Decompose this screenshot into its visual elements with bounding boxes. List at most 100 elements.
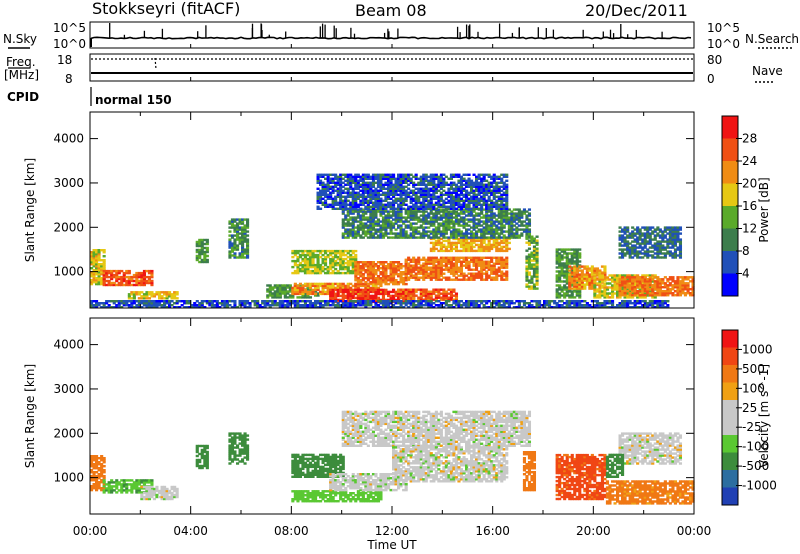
data-cell: [306, 294, 310, 297]
data-cell: [616, 294, 620, 297]
data-cell: [480, 195, 484, 198]
data-cell: [432, 179, 436, 182]
data-cell: [588, 269, 592, 272]
data-cell: [429, 212, 433, 215]
data-cell: [230, 242, 235, 245]
data-cell: [397, 177, 401, 180]
data-cell: [437, 226, 441, 229]
data-cell: [306, 290, 310, 294]
data-cell: [90, 275, 94, 278]
data-cell: [467, 203, 471, 206]
data-cell: [470, 278, 474, 281]
data-cell: [371, 279, 376, 282]
data-cell: [439, 266, 443, 269]
data-cell: [356, 208, 360, 211]
data-cell: [298, 282, 303, 286]
data-cell: [492, 264, 496, 267]
data-cell: [366, 193, 370, 196]
data-cell: [163, 293, 167, 296]
data-cell: [397, 220, 401, 223]
data-cell: [402, 189, 406, 192]
data-cell: [364, 210, 368, 213]
data-cell: [419, 296, 423, 299]
data-cell: [492, 220, 496, 223]
data-cell: [389, 191, 393, 194]
data-cell: [329, 298, 333, 302]
data-cell: [298, 255, 303, 259]
data-cell: [671, 288, 675, 291]
data-cell: [437, 177, 441, 180]
data-cell: [127, 295, 131, 298]
data-cell: [626, 288, 630, 291]
data-cell: [379, 230, 383, 233]
data-cell: [459, 249, 464, 253]
data-cell: [381, 191, 386, 194]
data-cell: [359, 210, 363, 213]
data-cell: [603, 290, 607, 293]
data-cell: [467, 237, 471, 241]
data-cell: [502, 183, 506, 186]
data-cell: [324, 173, 328, 176]
data-cell: [432, 266, 436, 269]
data-cell: [465, 181, 469, 184]
data-cell: [623, 288, 627, 291]
data-cell: [621, 282, 625, 285]
data-cell: [371, 195, 376, 198]
data-cell: [228, 222, 232, 225]
data-cell: [434, 195, 438, 198]
data-cell: [346, 288, 350, 292]
data-cell: [621, 252, 625, 255]
data-cell: [495, 199, 499, 202]
data-cell: [563, 252, 567, 255]
data-cell: [487, 216, 491, 219]
data-cell: [394, 282, 398, 286]
data-cell: [359, 195, 363, 198]
data-cell: [623, 278, 627, 281]
data-cell: [387, 201, 391, 204]
data-cell: [329, 187, 333, 190]
data-cell: [457, 239, 461, 243]
data-cell: [369, 277, 373, 280]
data-cell: [278, 292, 282, 295]
data-cell: [583, 277, 587, 280]
data-cell: [656, 280, 660, 283]
data-cell: [140, 295, 144, 298]
data-cell: [422, 262, 426, 265]
data-cell: [437, 270, 441, 273]
data-cell: [490, 228, 494, 231]
data-cell: [623, 280, 627, 283]
data-cell: [444, 228, 448, 231]
data-cell: [339, 267, 343, 271]
data-cell: [276, 288, 280, 291]
data-cell: [590, 281, 594, 284]
data-cell: [454, 298, 459, 301]
data-cell: [389, 173, 393, 176]
data-cell: [412, 226, 416, 229]
data-cell: [344, 253, 348, 257]
data-cell: [429, 210, 433, 213]
data-cell: [374, 203, 378, 206]
data-cell: [502, 258, 506, 261]
data-cell: [515, 218, 519, 221]
data-cell: [465, 193, 469, 196]
data-cell: [414, 173, 418, 176]
data-cell: [417, 256, 421, 259]
data-cell: [399, 185, 403, 188]
data-cell: [422, 226, 426, 229]
data-cell: [236, 238, 240, 241]
data-cell: [356, 271, 360, 274]
data-cell: [321, 249, 325, 253]
data-cell: [467, 262, 471, 265]
data-cell: [102, 267, 106, 270]
data-cell: [361, 226, 365, 229]
data-cell: [568, 265, 572, 268]
data-cell: [470, 241, 474, 245]
data-cell: [585, 271, 589, 274]
data-cell: [344, 249, 348, 253]
data-cell: [374, 284, 378, 288]
data-cell: [444, 197, 448, 200]
data-cell: [472, 181, 476, 184]
data-cell: [341, 205, 345, 208]
data-cell: [429, 266, 433, 269]
data-cell: [371, 281, 376, 284]
